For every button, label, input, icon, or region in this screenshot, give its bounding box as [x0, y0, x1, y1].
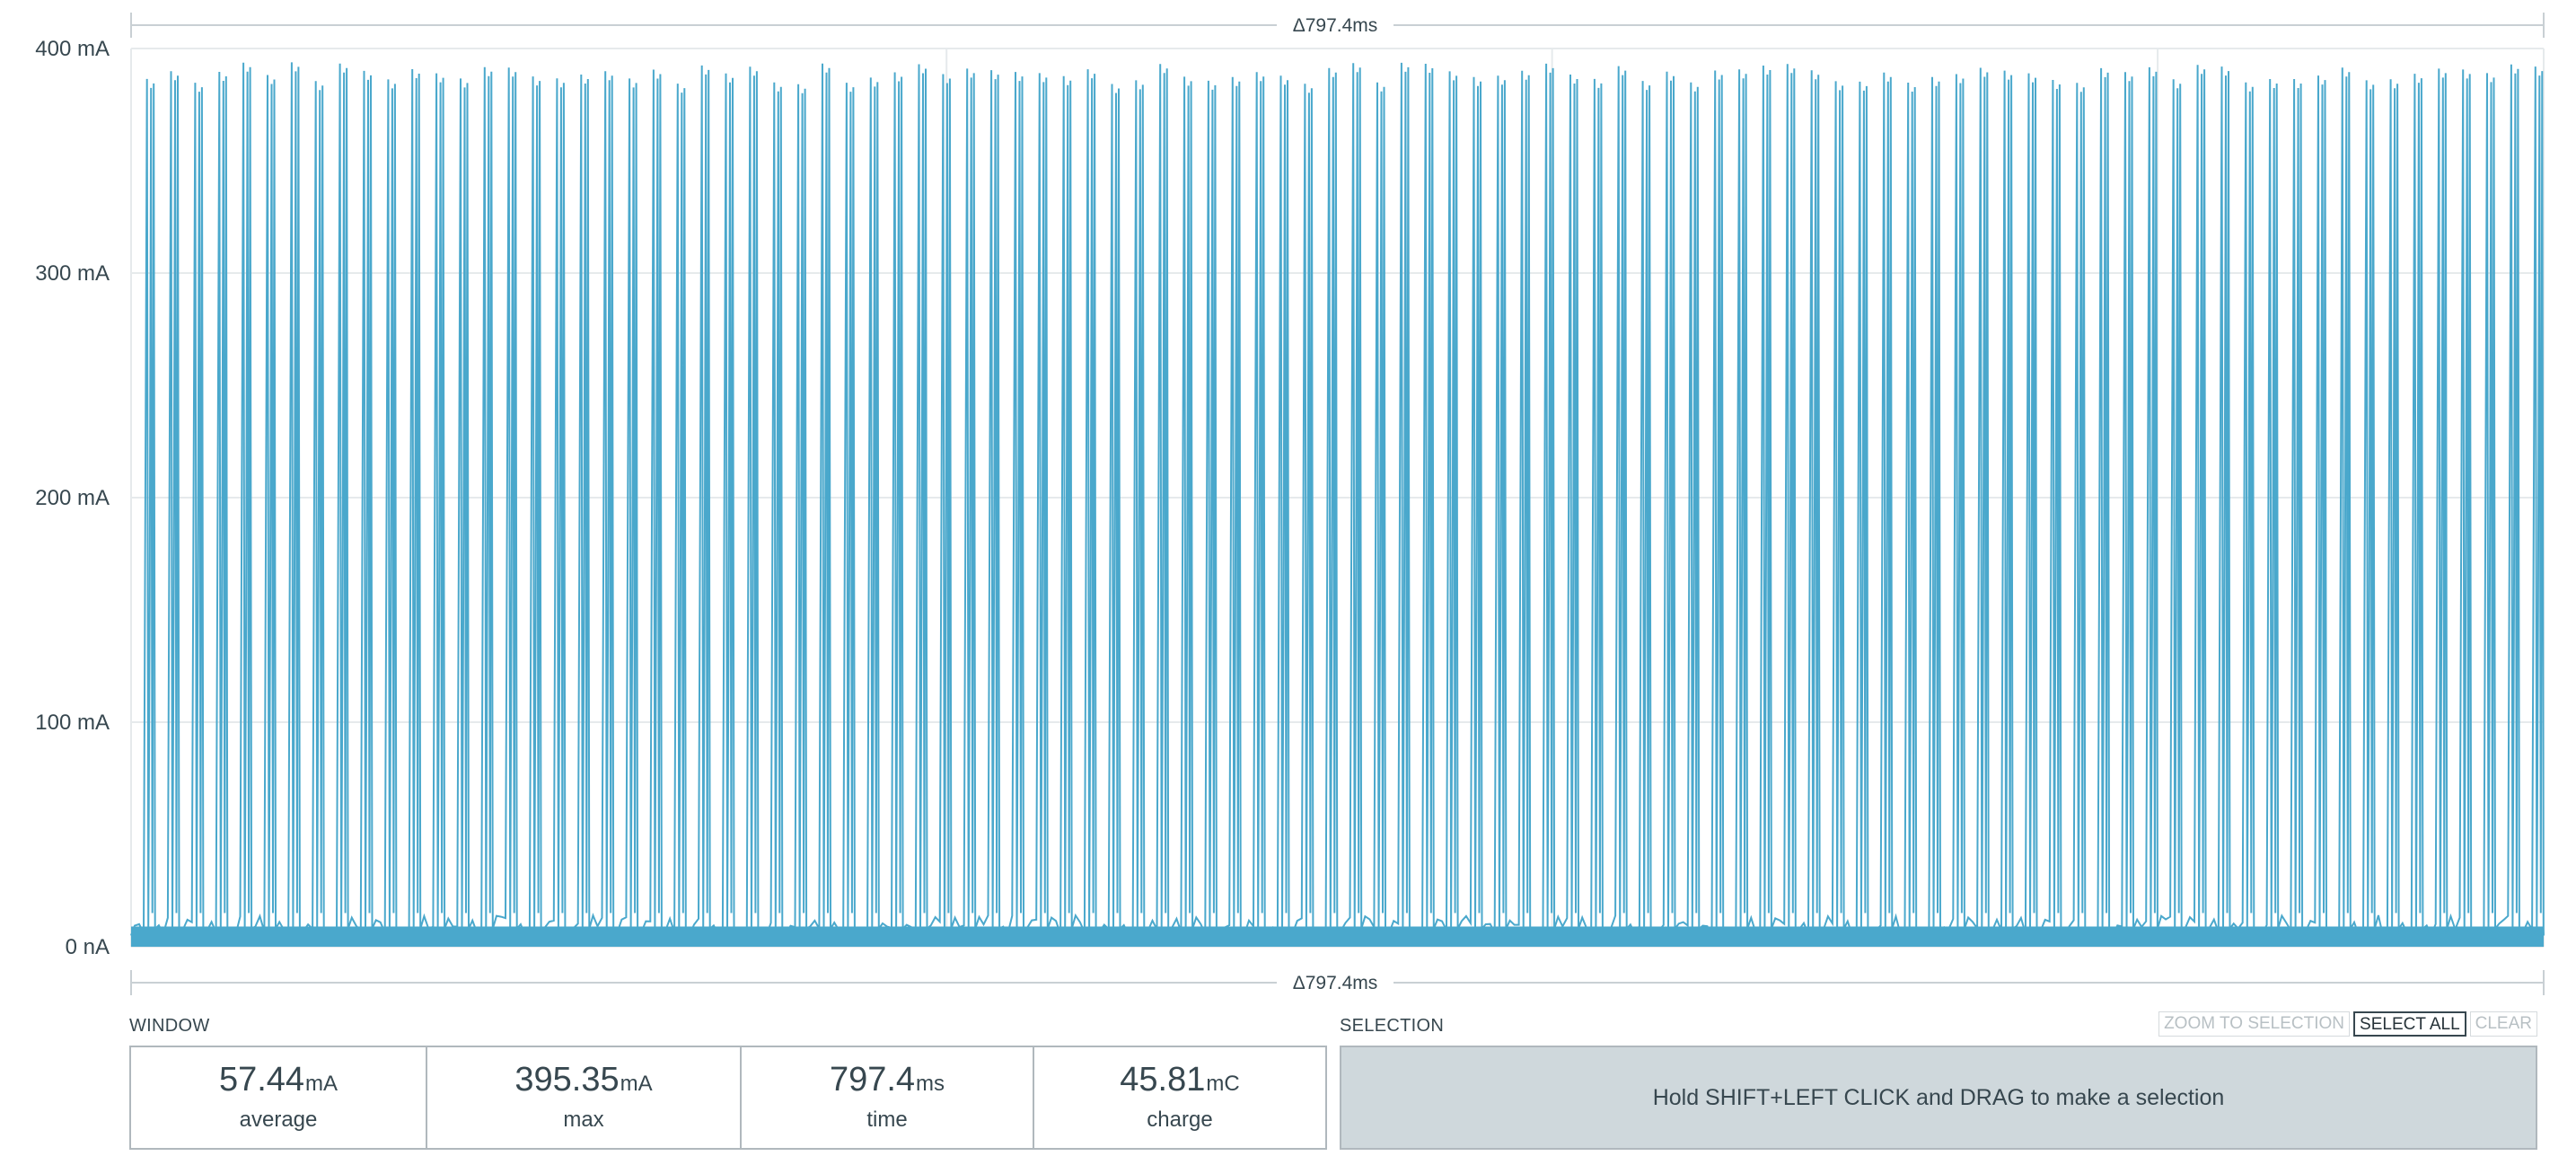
zoom-to-selection-button[interactable]: ZOOM TO SELECTION [2158, 1011, 2351, 1037]
stat-max-value: 395.35 [514, 1061, 620, 1099]
stat-charge-label: charge [1147, 1108, 1213, 1132]
stat-average-unit: mA [305, 1072, 338, 1096]
stat-average-value: 57.44 [218, 1061, 305, 1099]
current-trace-line [130, 62, 2545, 938]
stat-charge-value: 45.81 [1120, 1061, 1206, 1099]
select-all-button[interactable]: SELECT ALL [2353, 1011, 2466, 1037]
y-tick-label: 0 nA [66, 935, 110, 959]
selection-panel-title: SELECTION [1340, 1016, 1445, 1036]
current-chart-svg[interactable]: 400 mA 300 mA 200 mA 100 mA 0 nA Δ797.4m… [0, 0, 2576, 997]
window-stats-panel: 57.44 mA average 395.35 mA max 797.4 ms … [129, 1046, 1327, 1150]
stat-max: 395.35 mA max [427, 1047, 742, 1148]
current-baseline-band [131, 926, 2544, 947]
stat-time-value-row: 797.4 ms [830, 1063, 945, 1097]
y-tick-label: 100 mA [35, 710, 110, 735]
y-tick-label: 200 mA [35, 486, 110, 510]
selection-toolbar: ZOOM TO SELECTION SELECT ALL CLEAR [2158, 1011, 2537, 1037]
stat-time-label: time [866, 1108, 908, 1132]
stat-charge-unit: mC [1206, 1072, 1240, 1096]
stat-charge: 45.81 mC charge [1034, 1047, 1325, 1148]
y-tick-label: 400 mA [35, 37, 110, 61]
window-panel-title: WINDOW [129, 1016, 210, 1036]
stat-max-unit: mA [620, 1072, 653, 1096]
selection-hint: Hold SHIFT+LEFT CLICK and DRAG to make a… [1652, 1084, 2225, 1110]
stat-average-label: average [239, 1108, 318, 1132]
top-delta-label: Δ797.4ms [1293, 15, 1378, 36]
top-delta-label-bg [1277, 11, 1394, 40]
y-tick-label: 300 mA [35, 261, 110, 286]
selection-panel[interactable]: Hold SHIFT+LEFT CLICK and DRAG to make a… [1340, 1046, 2537, 1150]
stat-time-unit: ms [916, 1072, 945, 1096]
stat-charge-value-row: 45.81 mC [1120, 1063, 1239, 1097]
stat-max-label: max [563, 1108, 604, 1132]
stat-max-value-row: 395.35 mA [514, 1063, 652, 1097]
stat-average-value-row: 57.44 mA [219, 1063, 338, 1097]
stat-time-value: 797.4 [829, 1061, 916, 1099]
clear-selection-button[interactable]: CLEAR [2469, 1011, 2537, 1037]
bottom-delta-label: Δ797.4ms [1293, 973, 1378, 993]
bottom-delta-label-bg [1277, 968, 1394, 997]
stat-average: 57.44 mA average [131, 1047, 427, 1148]
stat-time: 797.4 ms time [742, 1047, 1034, 1148]
current-chart[interactable]: 400 mA 300 mA 200 mA 100 mA 0 nA Δ797.4m… [0, 0, 2576, 997]
current-series [130, 62, 2545, 947]
